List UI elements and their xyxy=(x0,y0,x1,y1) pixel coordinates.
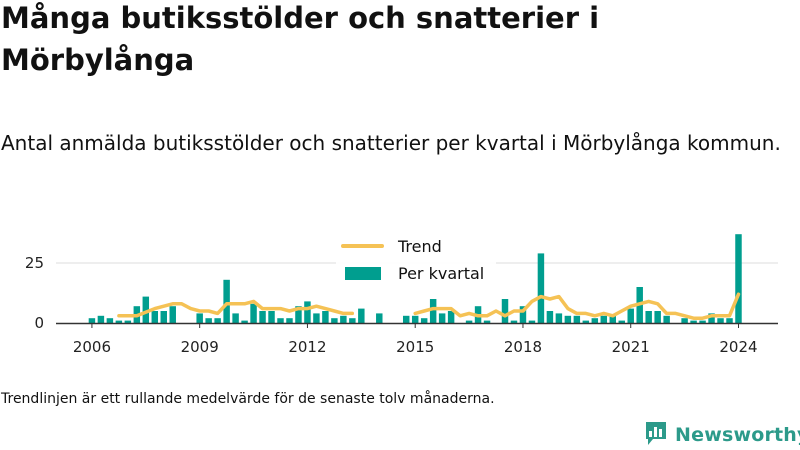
legend-label-per-kvartal: Per kvartal xyxy=(398,264,484,283)
bar xyxy=(735,234,742,323)
bar xyxy=(717,318,724,323)
bar xyxy=(438,313,446,323)
x-tick-label: 2021 xyxy=(612,338,650,356)
bar xyxy=(133,306,141,323)
legend-background xyxy=(336,239,496,287)
bar xyxy=(528,320,536,323)
bar xyxy=(322,311,329,323)
bar-layer xyxy=(88,234,742,323)
bar xyxy=(537,253,545,323)
bar xyxy=(268,311,275,323)
bar xyxy=(205,318,212,323)
bar xyxy=(429,299,437,323)
bar xyxy=(313,313,320,323)
x-tick-label: 2018 xyxy=(504,338,542,356)
chart-subtitle: Antal anmälda butiksstölder och snatteri… xyxy=(1,131,781,155)
bar xyxy=(241,320,248,323)
bar xyxy=(636,287,643,323)
footnote: Trendlinjen är ett rullande medelvärde f… xyxy=(1,391,495,407)
bar xyxy=(304,301,311,323)
bar xyxy=(591,318,599,323)
bar xyxy=(708,313,715,323)
x-tick-label: 2009 xyxy=(181,338,219,356)
bar xyxy=(402,315,410,323)
bar xyxy=(142,296,150,323)
bar xyxy=(259,311,266,323)
x-tick-label: 2015 xyxy=(396,338,434,356)
bar xyxy=(124,320,132,323)
bar xyxy=(349,318,356,323)
bar xyxy=(88,318,96,323)
bar xyxy=(654,311,661,323)
bar xyxy=(573,315,581,323)
x-tick-label: 2006 xyxy=(73,338,111,356)
bar xyxy=(196,313,203,323)
bar xyxy=(600,315,608,323)
bar xyxy=(465,320,473,323)
bar xyxy=(277,318,284,323)
brand-logo[interactable]: Newsworthy xyxy=(644,420,800,450)
axis-layer: 0 25 2006 2009 2012 2015 2018 2021 2024 xyxy=(25,254,778,356)
bar xyxy=(214,318,221,323)
bar xyxy=(447,311,455,323)
bar xyxy=(726,318,733,323)
bar xyxy=(232,313,239,323)
y-tick-label: 25 xyxy=(25,254,44,272)
bar xyxy=(519,306,527,323)
bar xyxy=(681,318,688,323)
chart-title: Många butiksstölder och snatterier i Mör… xyxy=(1,1,600,77)
bar xyxy=(474,306,482,323)
bar xyxy=(358,308,365,323)
trend-line xyxy=(117,292,741,320)
bar xyxy=(223,279,230,323)
bar xyxy=(151,311,159,323)
brand-name: Newsworthy xyxy=(675,424,800,446)
bar xyxy=(510,320,518,323)
bar xyxy=(501,299,509,323)
bar xyxy=(411,315,419,323)
bar xyxy=(97,315,105,323)
bar xyxy=(582,320,590,323)
x-tick-label: 2024 xyxy=(719,338,757,356)
bar xyxy=(645,311,652,323)
bar xyxy=(555,313,563,323)
line-layer xyxy=(117,292,741,320)
bar xyxy=(286,318,293,323)
bar xyxy=(618,320,625,323)
x-tick-label: 2012 xyxy=(288,338,326,356)
bar xyxy=(340,315,347,323)
bar xyxy=(609,315,616,323)
bar xyxy=(106,318,114,323)
legend: Trend Per kvartal xyxy=(336,237,496,287)
bar xyxy=(699,320,706,323)
bar xyxy=(627,308,634,323)
y-tick-label: 0 xyxy=(34,314,44,332)
bar xyxy=(250,303,257,323)
bar xyxy=(169,306,176,323)
newsworthy-logo-icon xyxy=(644,420,668,450)
bar xyxy=(546,311,554,323)
bar xyxy=(420,318,428,323)
bar xyxy=(663,315,670,323)
bar xyxy=(376,313,383,323)
legend-label-trend: Trend xyxy=(397,237,442,256)
bar xyxy=(160,311,167,323)
bar xyxy=(483,320,491,323)
bar xyxy=(295,306,302,323)
bar xyxy=(115,320,123,323)
bar xyxy=(564,315,572,323)
legend-swatch-per-kvartal xyxy=(345,267,381,280)
bar xyxy=(331,318,338,323)
bar xyxy=(690,320,697,323)
